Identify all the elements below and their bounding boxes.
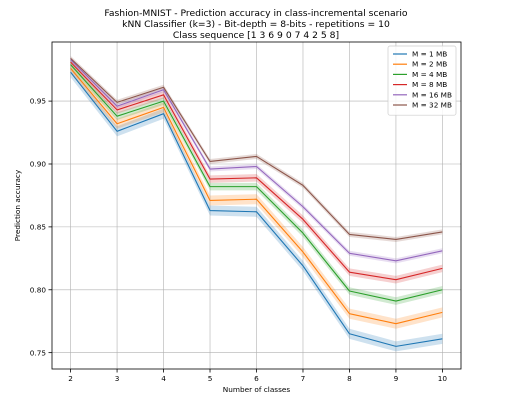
series-line: [70, 71, 443, 347]
y-tick-label: 0.95: [30, 97, 46, 106]
series-line: [70, 61, 443, 281]
y-tick-label: 0.75: [30, 348, 46, 357]
y-tick-label: 0.90: [30, 160, 47, 169]
chart-title-line-2: kNN Classifier (k=3) - Bit-depth = 8-bit…: [122, 19, 390, 30]
confidence-band: [70, 63, 443, 329]
x-tick-label: 9: [394, 374, 399, 383]
series-line: [70, 68, 443, 325]
x-tick-label: 4: [161, 374, 166, 383]
legend-entry: M = 2 MB: [412, 60, 447, 69]
chart-title-line-3: Class sequence [1 3 6 9 0 7 4 2 5 8]: [173, 30, 339, 41]
legend-entry: M = 32 MB: [412, 101, 452, 110]
y-axis-ticks: 0.75 0.80 0.85 0.90 0.95: [30, 97, 52, 357]
x-tick-label: 3: [115, 374, 120, 383]
chart-title-line-1: Fashion-MNIST - Prediction accuracy in c…: [104, 8, 408, 19]
legend-entry: M = 1 MB: [412, 50, 447, 59]
x-axis-ticks: 2 3 4 5 6 7 8 9 10: [68, 369, 447, 383]
x-tick-label: 6: [254, 374, 259, 383]
legend-entry: M = 4 MB: [412, 70, 447, 79]
x-tick-label: 8: [347, 374, 352, 383]
legend-box: [387, 45, 457, 116]
x-tick-label: 7: [301, 374, 306, 383]
legend: M = 1 MBM = 2 MBM = 4 MBM = 8 MBM = 16 M…: [387, 45, 457, 116]
x-tick-label: 5: [208, 374, 213, 383]
confidence-band: [70, 60, 443, 305]
x-tick-label: 2: [68, 374, 73, 383]
series-line: [70, 57, 443, 241]
series-lines: [70, 57, 443, 347]
y-tick-label: 0.85: [30, 222, 46, 231]
confidence-bands: [70, 55, 443, 352]
series-line: [70, 64, 443, 302]
x-tick-label: 10: [438, 374, 448, 383]
x-axis-label: Number of classes: [223, 385, 291, 394]
legend-entry: M = 8 MB: [412, 80, 447, 89]
series-line: [70, 59, 443, 262]
confidence-band: [70, 67, 443, 352]
chart-title: Fashion-MNIST - Prediction accuracy in c…: [104, 8, 408, 41]
y-axis-label: Prediction accuracy: [13, 169, 22, 241]
legend-entry: M = 16 MB: [412, 90, 452, 99]
y-tick-label: 0.80: [30, 285, 47, 294]
